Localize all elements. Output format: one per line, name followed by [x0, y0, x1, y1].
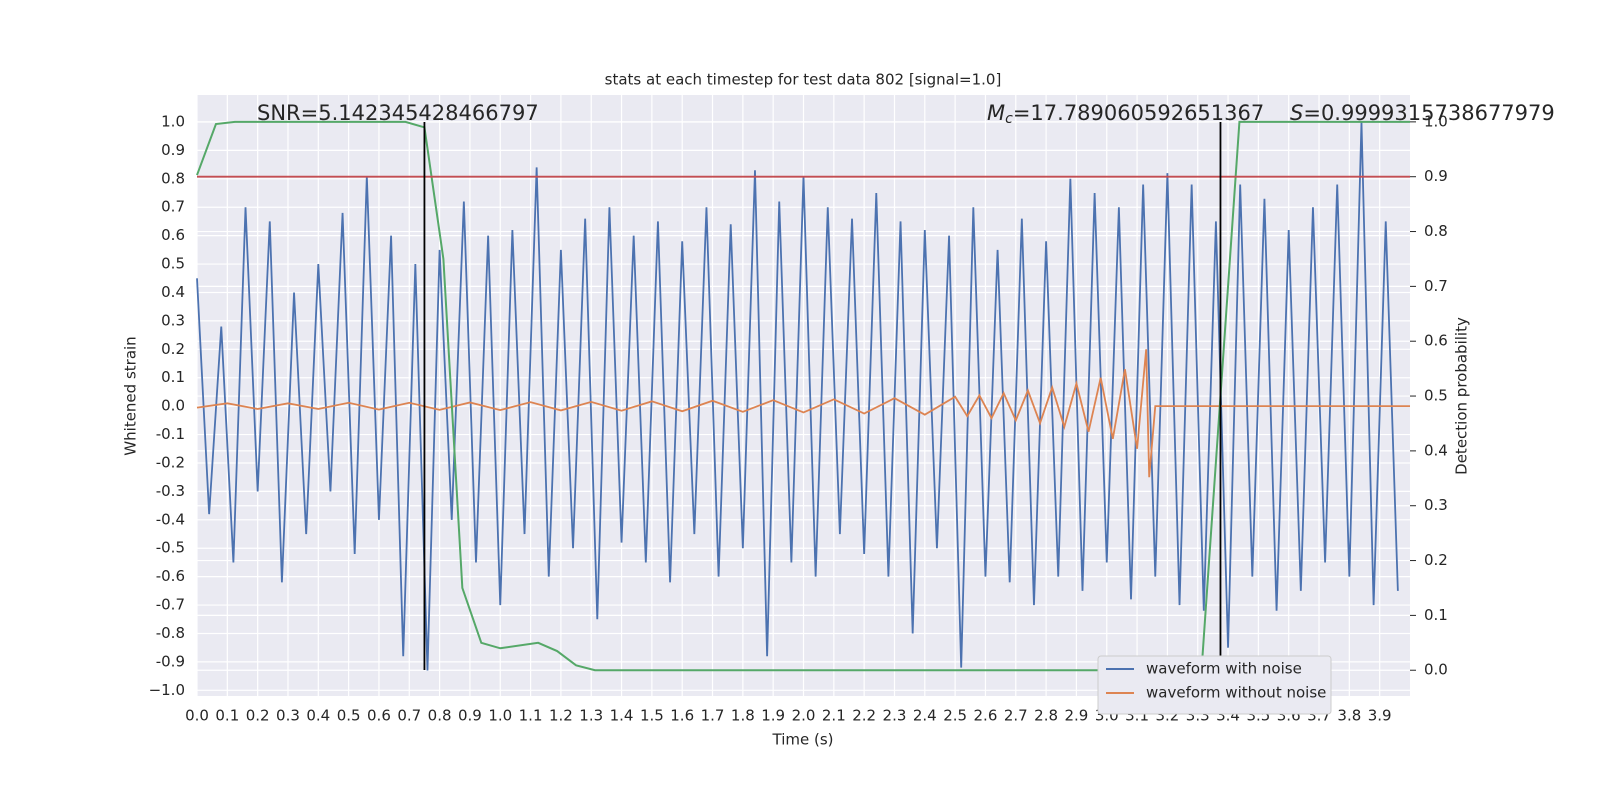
x-tick-label: 3.8 [1337, 707, 1361, 725]
y-tick-label: -0.1 [156, 425, 185, 443]
x-tick-label: 2.6 [974, 707, 998, 725]
legend-box [1097, 655, 1332, 715]
x-tick-label: 1.3 [579, 707, 603, 725]
annotation-subscript: c [1005, 111, 1013, 127]
x-tick-label: 0.6 [367, 707, 391, 725]
x-tick-label: 1.6 [670, 707, 694, 725]
y2-tick-label: 0.7 [1424, 277, 1448, 295]
y-tick-label: 0.9 [161, 141, 185, 159]
x-tick-label: 2.4 [913, 707, 937, 725]
y2-tick-label: 0.0 [1424, 661, 1448, 679]
chart-title: stats at each timestep for test data 802… [605, 71, 1002, 89]
y-tick-label: 0.6 [161, 226, 185, 244]
y2-tick-label: 1.0 [1424, 112, 1448, 130]
x-axis-label: Time (s) [772, 731, 834, 749]
x-tick-label: 1.4 [610, 707, 634, 725]
y-tick-label: -0.7 [156, 596, 185, 614]
y-tick-label: -0.4 [156, 510, 185, 528]
x-tick-label: 0.2 [246, 707, 270, 725]
x-tick-label: 2.1 [822, 707, 846, 725]
y-tick-label: 1.0 [161, 112, 185, 130]
x-tick-label: 0.8 [428, 707, 452, 725]
x-tick-label: 0.7 [397, 707, 421, 725]
x-tick-label: 2.2 [852, 707, 876, 725]
y-axis-label: Whitened strain [122, 336, 140, 455]
y2-tick-label: 0.6 [1424, 332, 1448, 350]
y-tick-label: 0.2 [161, 340, 185, 358]
x-tick-label: 1.5 [640, 707, 664, 725]
x-tick-label: 1.0 [488, 707, 512, 725]
x-tick-label: 2.9 [1064, 707, 1088, 725]
y2-tick-label: 0.3 [1424, 496, 1448, 514]
x-tick-label: 2.8 [1034, 707, 1058, 725]
series-line [196, 120, 1410, 672]
y-tick-label: 0.4 [161, 283, 185, 301]
y-tick-label: -0.6 [156, 567, 185, 585]
y2-tick-label: 0.4 [1424, 441, 1448, 459]
x-tick-label: 0.3 [276, 707, 300, 725]
y2-tick-label: 0.1 [1424, 606, 1448, 624]
x-tick-label: 2.7 [1004, 707, 1028, 725]
x-tick-label: 0.0 [185, 707, 209, 725]
y2-tick-label: 0.5 [1424, 387, 1448, 405]
y-tick-label: 0.8 [161, 169, 185, 187]
y-tick-label: -0.3 [156, 482, 185, 500]
x-tick-label: 2.3 [883, 707, 907, 725]
y2-tick-label: 0.9 [1424, 167, 1448, 185]
y-tick-label: −1.0 [149, 681, 185, 699]
x-tick-label: 1.8 [731, 707, 755, 725]
annotation: Mc=17.789060592651367 [987, 101, 1264, 127]
legend: waveform with noise waveform without nois… [1097, 655, 1332, 715]
y-tick-label: 0.0 [161, 397, 185, 415]
y-tick-label: 0.5 [161, 255, 185, 273]
legend-label: waveform with noise [1146, 660, 1302, 678]
x-tick-label: 2.0 [792, 707, 816, 725]
series-line [196, 349, 1410, 478]
annotation-symbol: M [987, 101, 1005, 125]
y-tick-label: -0.2 [156, 453, 185, 471]
series-line [196, 121, 1399, 671]
x-tick-label: 0.5 [337, 707, 361, 725]
y2-axis-label: Detection probability [1453, 317, 1471, 475]
y2-tick-label: 0.8 [1424, 222, 1448, 240]
x-tick-label: 1.9 [761, 707, 785, 725]
x-tick-label: 0.4 [306, 707, 330, 725]
y-tick-label: -0.8 [156, 624, 185, 642]
y2-tick-label: 0.2 [1424, 551, 1448, 569]
x-tick-label: 2.5 [943, 707, 967, 725]
y-tick-label: 0.3 [161, 311, 185, 329]
x-tick-label: 3.9 [1368, 707, 1392, 725]
x-tick-label: 0.1 [215, 707, 239, 725]
y-tick-label: -0.9 [156, 652, 185, 670]
x-tick-label: 1.2 [549, 707, 573, 725]
x-tick-label: 1.1 [519, 707, 543, 725]
annotation-text: =17.789060592651367 [1013, 101, 1264, 125]
x-tick-label: 1.7 [701, 707, 725, 725]
annotation-symbol: S [1290, 101, 1303, 125]
x-tick-label: 0.9 [458, 707, 482, 725]
legend-label: waveform without noise [1146, 684, 1326, 702]
y-tick-label: -0.5 [156, 539, 185, 557]
y-tick-label: 0.7 [161, 198, 185, 216]
y-tick-label: 0.1 [161, 368, 185, 386]
